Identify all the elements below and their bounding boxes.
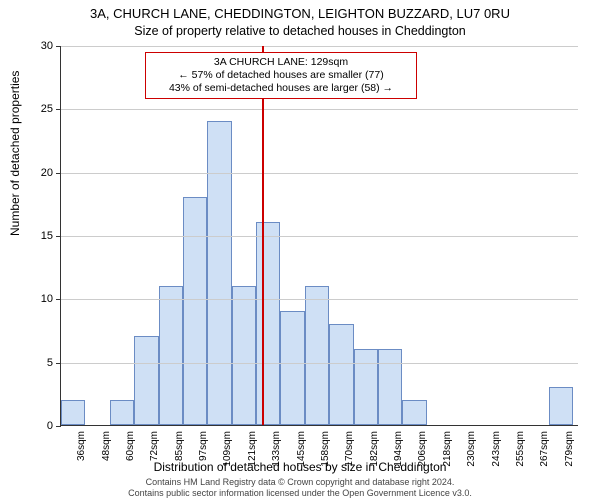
annotation-line: 3A CHURCH LANE: 129sqm (152, 56, 410, 69)
histogram-bar (183, 197, 207, 425)
footer-line-1: Contains HM Land Registry data © Crown c… (0, 477, 600, 487)
annotation-line: 43% of semi-detached houses are larger (… (152, 82, 410, 95)
ytick-mark (56, 109, 61, 110)
histogram-bar (329, 324, 353, 425)
ytick-mark (56, 236, 61, 237)
ytick-label: 0 (23, 420, 53, 432)
histogram-bar (110, 400, 134, 425)
ytick-label: 5 (23, 357, 53, 369)
ytick-mark (56, 173, 61, 174)
bars-layer (61, 46, 578, 425)
chart-container: 3A, CHURCH LANE, CHEDDINGTON, LEIGHTON B… (0, 0, 600, 500)
ytick-label: 30 (23, 40, 53, 52)
histogram-bar (378, 349, 402, 425)
annotation-box: 3A CHURCH LANE: 129sqm← 57% of detached … (145, 52, 417, 99)
ytick-label: 20 (23, 167, 53, 179)
ytick-label: 10 (23, 293, 53, 305)
ytick-mark (56, 426, 61, 427)
ytick-label: 25 (23, 103, 53, 115)
histogram-bar (134, 336, 158, 425)
histogram-bar (402, 400, 426, 425)
plot-area: 05101520253036sqm48sqm60sqm72sqm85sqm97s… (60, 46, 578, 426)
histogram-bar (549, 387, 573, 425)
histogram-bar (207, 121, 231, 425)
ytick-label: 15 (23, 230, 53, 242)
histogram-bar (159, 286, 183, 425)
chart-title-sub: Size of property relative to detached ho… (0, 24, 600, 38)
ytick-mark (56, 46, 61, 47)
footer-attribution: Contains HM Land Registry data © Crown c… (0, 477, 600, 498)
ytick-mark (56, 299, 61, 300)
ytick-mark (56, 363, 61, 364)
histogram-bar (305, 286, 329, 425)
annotation-line: ← 57% of detached houses are smaller (77… (152, 69, 410, 82)
footer-line-2: Contains public sector information licen… (0, 488, 600, 498)
marker-vline (262, 46, 264, 425)
histogram-bar (354, 349, 378, 425)
histogram-bar (61, 400, 85, 425)
histogram-bar (280, 311, 304, 425)
histogram-bar (232, 286, 256, 425)
histogram-bar (256, 222, 280, 425)
y-axis-label: Number of detached properties (8, 71, 22, 236)
chart-title-main: 3A, CHURCH LANE, CHEDDINGTON, LEIGHTON B… (0, 6, 600, 21)
x-axis-label: Distribution of detached houses by size … (0, 460, 600, 474)
